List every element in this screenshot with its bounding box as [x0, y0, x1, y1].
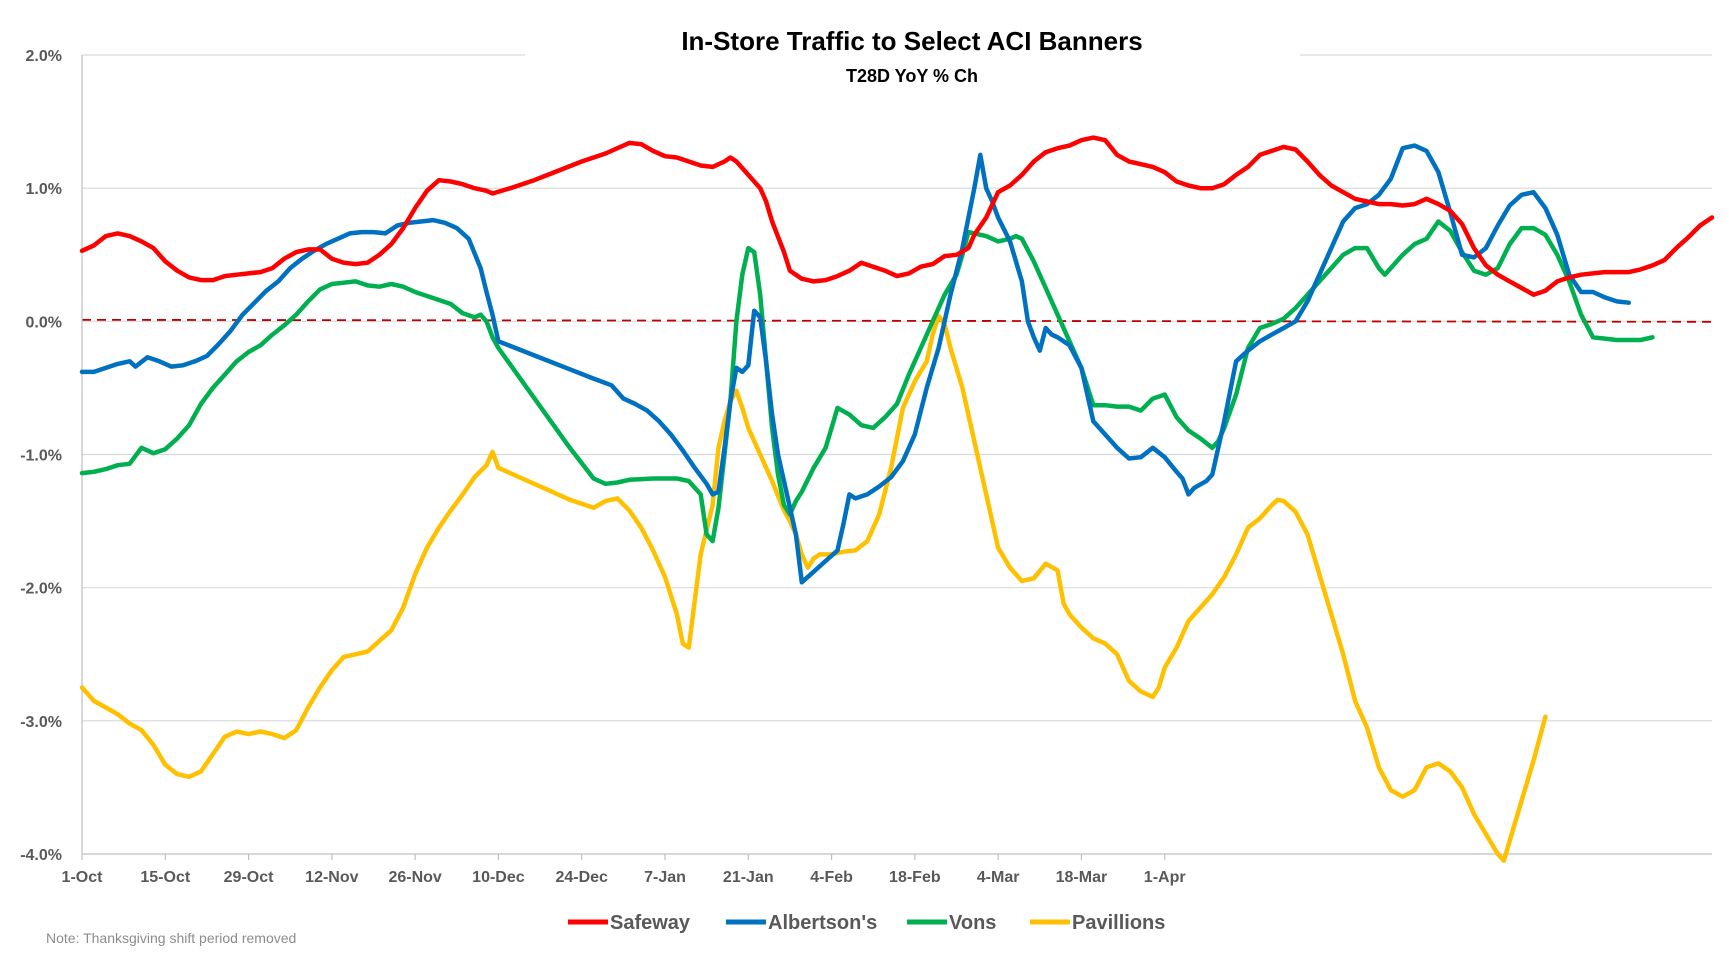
y-tick-label: 0.0% [26, 314, 62, 331]
legend-label: Vons [949, 912, 996, 934]
x-tick-label: 18-Mar [1056, 869, 1108, 886]
series-line-pavillions [79, 313, 1548, 863]
legend-label: Pavillions [1072, 912, 1165, 934]
y-tick-label: 2.0% [26, 48, 62, 65]
series-lines [79, 135, 1715, 863]
series-line-safeway [79, 135, 1715, 297]
x-tick-label: 10-Dec [472, 869, 525, 886]
x-tick-label: 18-Feb [889, 869, 941, 886]
x-tick-label: 29-Oct [224, 869, 274, 886]
legend: Safeway Albertson's Vons Pavillions [568, 912, 1165, 934]
x-tick-label: 4-Mar [977, 869, 1020, 886]
x-tick-label: 15-Oct [140, 869, 190, 886]
legend-label: Albertson's [768, 912, 877, 934]
chart-subtitle: T28D YoY % Ch [846, 66, 978, 86]
x-tick-label: 4-Feb [810, 869, 853, 886]
y-tick-label: -4.0% [20, 847, 62, 864]
y-tick-label: -1.0% [20, 448, 62, 465]
chart-title: In-Store Traffic to Select ACI Banners [681, 26, 1142, 56]
y-tick-label: -3.0% [20, 714, 62, 731]
x-tick-label: 1-Oct [62, 869, 104, 886]
zero-line [81, 318, 1713, 323]
x-tick-label: 1-Apr [1144, 869, 1186, 886]
legend-label: Safeway [610, 912, 691, 934]
title-background [525, 20, 1300, 100]
gridlines [82, 54, 1712, 722]
x-tick-label: 12-Nov [305, 869, 358, 886]
x-tick-label: 26-Nov [388, 869, 441, 886]
series-line-albertsons [79, 143, 1631, 585]
axes: 2.0% 1.0% 0.0% -1.0% -2.0% -3.0% -4.0%1-Oct 15-… [20, 48, 1712, 886]
x-tick-label: 7-Jan [644, 869, 686, 886]
y-tick-label: -2.0% [20, 581, 62, 598]
footnote: Note: Thanksgiving shift period removed [46, 930, 296, 946]
y-tick-label: 1.0% [26, 181, 62, 198]
series-line-vons [79, 219, 1655, 544]
x-tick-label: 21-Jan [723, 869, 774, 886]
x-tick-label: 24-Dec [555, 869, 608, 886]
zero-reference-line [81, 318, 1713, 323]
